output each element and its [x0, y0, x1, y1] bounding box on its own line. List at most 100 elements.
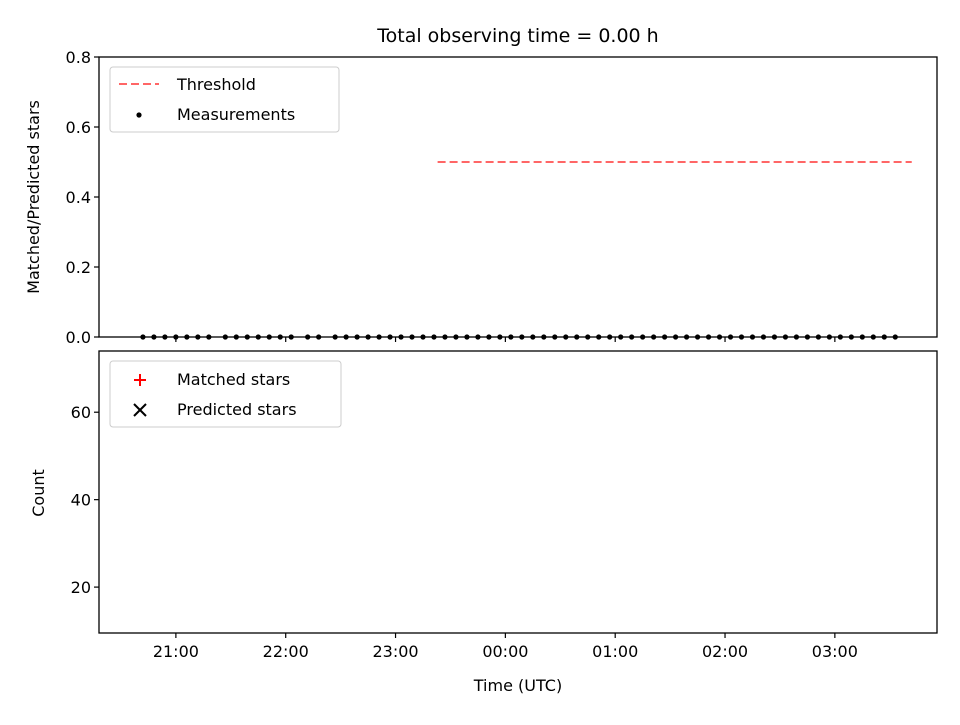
measurement-point [596, 334, 602, 340]
measurement-point [815, 334, 821, 340]
measurement-point [892, 334, 898, 340]
measurement-point [552, 334, 558, 340]
measurement-point [140, 334, 146, 340]
legend-predicted-swatch [133, 403, 147, 417]
measurement-points [140, 334, 898, 340]
x-tick-label: 22:00 [263, 642, 309, 661]
bottom-y-tick-label: 20 [71, 578, 91, 597]
measurement-point [629, 334, 635, 340]
measurement-point [206, 334, 212, 340]
measurement-point [541, 334, 547, 340]
bottom-y-ticks: 20 40 60 [71, 403, 99, 597]
measurement-point [881, 334, 887, 340]
measurement-point [464, 334, 470, 340]
measurement-point [387, 334, 393, 340]
x-tick-label: 00:00 [482, 642, 528, 661]
measurement-point [651, 334, 657, 340]
measurement-point [848, 334, 854, 340]
measurement-point [398, 334, 404, 340]
bottom-plot: 20 40 60 21:00 22:00 23:00 00:00 01:00 02:00 03:… [29, 350, 938, 695]
measurement-point [442, 334, 448, 340]
top-plot: 0.00.20.40.60.8 Matched/Predicted stars … [24, 48, 938, 347]
measurement-point [694, 334, 701, 340]
bottom-y-tick-label: 40 [71, 491, 91, 510]
legend-measurements-swatch [136, 112, 142, 118]
measurement-point [233, 334, 239, 340]
top-y-tick-label: 0.8 [66, 48, 91, 67]
measurement-point [316, 334, 322, 340]
top-legend-box [109, 66, 340, 133]
top-y-ticks: 0.0 0.2 0.4 0.6 0.8 [66, 48, 99, 347]
measurement-point [365, 334, 371, 340]
measurement-point [574, 334, 580, 340]
measurement-point [607, 334, 613, 340]
x-tick-label: 03:00 [812, 642, 858, 661]
top-y-tick-label: 0.4 [66, 188, 91, 207]
measurement-point [266, 334, 272, 340]
measurement-point [184, 334, 190, 340]
measurement-point [277, 334, 283, 340]
x-tick-label: 21:00 [153, 642, 199, 661]
measurement-point [859, 334, 865, 340]
top-y-tick-label: 0.0 [66, 328, 91, 347]
measurement-point [673, 334, 679, 340]
measurement-point [244, 334, 250, 340]
x-tick-label: 02:00 [702, 642, 748, 661]
measurement-point [497, 334, 503, 340]
x-axis-label: Time (UTC) [473, 676, 562, 695]
top-y-axis-label: Matched/Predicted stars [24, 100, 43, 294]
measurement-point [195, 334, 201, 340]
measurement-point [563, 334, 569, 340]
measurement-point [305, 334, 311, 340]
top-y-tick-label: 0.6 [66, 118, 91, 137]
measurement-point [173, 334, 179, 340]
measurement-point [420, 334, 426, 340]
measurement-point [530, 334, 536, 340]
measurement-point [618, 334, 624, 340]
bottom-legend: Matched stars Predicted stars [109, 360, 342, 428]
legend-predicted-label: Predicted stars [177, 400, 297, 419]
bottom-y-tick-label: 60 [71, 403, 91, 422]
top-x-ticks [175, 337, 836, 342]
measurement-point [508, 334, 514, 340]
measurement-point [486, 334, 492, 340]
bottom-plot-frame [98, 350, 938, 634]
measurement-point [804, 334, 811, 340]
top-legend: Threshold Measurements [109, 66, 340, 133]
measurement-point [793, 334, 800, 340]
measurement-point [683, 334, 690, 340]
measurement-point [332, 334, 338, 340]
measurement-point [431, 334, 437, 340]
measurement-point [749, 334, 756, 340]
legend-threshold-label: Threshold [176, 75, 256, 94]
bottom-y-axis-label: Count [29, 469, 48, 517]
measurement-point [475, 334, 481, 340]
measurement-point [162, 334, 168, 340]
measurement-point [716, 334, 723, 340]
measurement-point [760, 334, 767, 340]
x-tick-label: 23:00 [372, 642, 418, 661]
legend-matched-label: Matched stars [177, 370, 290, 389]
measurement-point [519, 334, 525, 340]
measurement-point [151, 334, 157, 340]
bottom-legend-box [109, 360, 342, 428]
measurement-point [662, 334, 668, 340]
measurement-point [255, 334, 261, 340]
measurement-point [727, 334, 734, 340]
measurement-point [376, 334, 382, 340]
measurement-point [453, 334, 459, 340]
top-y-tick-label: 0.2 [66, 258, 91, 277]
measurement-point [222, 334, 228, 340]
measurement-point [782, 334, 789, 340]
measurement-point [705, 334, 712, 340]
measurement-point [409, 334, 415, 340]
measurement-point [870, 334, 876, 340]
measurement-point [288, 334, 294, 340]
legend-matched-swatch [134, 374, 146, 386]
bottom-x-ticks: 21:00 22:00 23:00 00:00 01:00 02:00 03:00 [153, 633, 858, 661]
measurement-point [738, 334, 745, 340]
measurement-point [343, 334, 349, 340]
legend-measurements-label: Measurements [177, 105, 295, 124]
x-tick-label: 01:00 [592, 642, 638, 661]
